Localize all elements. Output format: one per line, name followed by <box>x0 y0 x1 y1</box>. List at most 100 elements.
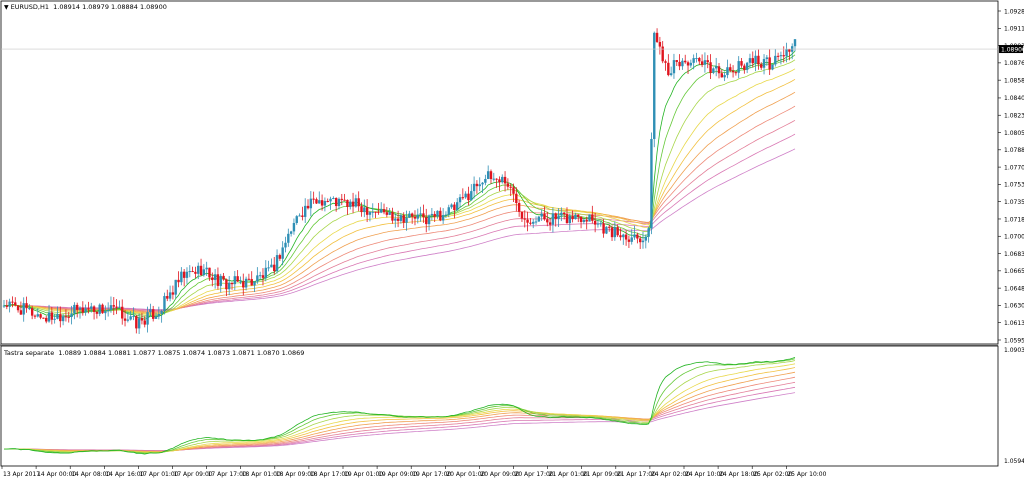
candle-body[interactable] <box>275 255 279 272</box>
candle-body[interactable] <box>289 231 293 234</box>
candle-body[interactable] <box>273 264 276 272</box>
candle-body[interactable] <box>225 279 228 290</box>
candle-body[interactable] <box>295 216 298 223</box>
candle-body[interactable] <box>762 59 766 68</box>
candle-body[interactable] <box>104 311 107 314</box>
candle-body[interactable] <box>351 201 355 207</box>
candle-body[interactable] <box>174 279 177 295</box>
candle-body[interactable] <box>422 213 425 218</box>
candle-body[interactable] <box>346 199 349 207</box>
candle-body[interactable] <box>605 226 608 234</box>
candle-body[interactable] <box>118 306 121 308</box>
candle-body[interactable] <box>734 72 738 74</box>
candle-body[interactable] <box>334 198 338 207</box>
candle-body[interactable] <box>270 264 273 268</box>
candle-body[interactable] <box>391 212 394 221</box>
candle-body[interactable] <box>515 193 518 203</box>
candle-body[interactable] <box>380 209 383 213</box>
candle-body[interactable] <box>56 314 59 319</box>
candle-body[interactable] <box>608 226 611 228</box>
candle-body[interactable] <box>669 73 673 76</box>
candle-body[interactable] <box>644 236 648 241</box>
candle-body[interactable] <box>785 49 788 57</box>
candle-body[interactable] <box>30 308 34 316</box>
candle-body[interactable] <box>287 233 290 243</box>
candle-body[interactable] <box>92 306 96 312</box>
candle-body[interactable] <box>433 213 436 217</box>
candle-body[interactable] <box>740 61 743 66</box>
candle-body[interactable] <box>464 193 467 198</box>
candle-body[interactable] <box>456 202 459 211</box>
candle-body[interactable] <box>112 305 115 307</box>
candle-body[interactable] <box>686 62 690 66</box>
candle-body[interactable] <box>447 207 450 215</box>
candle-body[interactable] <box>25 303 28 309</box>
candle-body[interactable] <box>571 215 574 220</box>
candle-body[interactable] <box>42 317 45 319</box>
candle-body[interactable] <box>199 265 203 276</box>
candle-body[interactable] <box>726 67 729 76</box>
candle-body[interactable] <box>444 214 448 216</box>
candle-body[interactable] <box>78 307 82 310</box>
candle-body[interactable] <box>73 304 76 314</box>
candle-body[interactable] <box>596 223 600 225</box>
candle-body[interactable] <box>323 200 327 206</box>
candle-body[interactable] <box>540 213 543 217</box>
candle-body[interactable] <box>436 210 439 217</box>
candle-body[interactable] <box>177 279 180 283</box>
candle-body[interactable] <box>793 39 797 47</box>
candle-body[interactable] <box>568 215 572 224</box>
candle-body[interactable] <box>503 176 507 184</box>
candle-body[interactable] <box>106 309 110 312</box>
candle-body[interactable] <box>5 305 9 307</box>
candle-body[interactable] <box>208 267 211 278</box>
candle-body[interactable] <box>585 219 588 222</box>
candle-body[interactable] <box>188 271 191 273</box>
candle-body[interactable] <box>470 191 473 201</box>
candle-body[interactable] <box>506 183 510 187</box>
candle-body[interactable] <box>121 306 124 319</box>
candle-body[interactable] <box>163 296 166 311</box>
candle-body[interactable] <box>720 73 724 78</box>
candle-body[interactable] <box>501 176 504 183</box>
candle-body[interactable] <box>627 239 631 242</box>
candle-body[interactable] <box>729 67 732 71</box>
candle-body[interactable] <box>306 205 310 209</box>
candle-body[interactable] <box>529 222 532 224</box>
candle-body[interactable] <box>123 318 127 321</box>
candle-body[interactable] <box>461 197 465 199</box>
candle-body[interactable] <box>472 183 476 192</box>
candle-body[interactable] <box>748 58 752 63</box>
indicator-pane[interactable] <box>0 345 999 467</box>
candle-body[interactable] <box>717 66 721 74</box>
candle-body[interactable] <box>776 55 780 57</box>
candle-body[interactable] <box>489 171 493 180</box>
candle-body[interactable] <box>8 301 11 307</box>
candle-body[interactable] <box>630 237 633 242</box>
candle-body[interactable] <box>737 61 740 73</box>
candle-body[interactable] <box>534 221 538 223</box>
candle-body[interactable] <box>368 212 372 215</box>
candle-body[interactable] <box>143 320 146 325</box>
candle-body[interactable] <box>264 267 267 278</box>
candle-body[interactable] <box>101 304 104 314</box>
candle-body[interactable] <box>19 310 23 315</box>
candle-body[interactable] <box>2 305 6 307</box>
candle-body[interactable] <box>33 315 37 317</box>
candle-body[interactable] <box>132 316 135 318</box>
candle-body[interactable] <box>309 198 313 209</box>
candle-body[interactable] <box>486 171 490 179</box>
candle-body[interactable] <box>202 269 206 276</box>
candle-body[interactable] <box>360 206 363 213</box>
candle-body[interactable] <box>574 214 577 220</box>
candle-body[interactable] <box>509 186 512 188</box>
candle-body[interactable] <box>416 214 419 219</box>
candle-body[interactable] <box>731 70 735 73</box>
candle-body[interactable] <box>743 65 746 70</box>
candle-body[interactable] <box>678 61 681 67</box>
candle-body[interactable] <box>638 238 642 243</box>
candle-body[interactable] <box>95 311 99 314</box>
candle-body[interactable] <box>267 267 270 269</box>
candle-body[interactable] <box>672 60 676 74</box>
candle-body[interactable] <box>712 68 715 73</box>
